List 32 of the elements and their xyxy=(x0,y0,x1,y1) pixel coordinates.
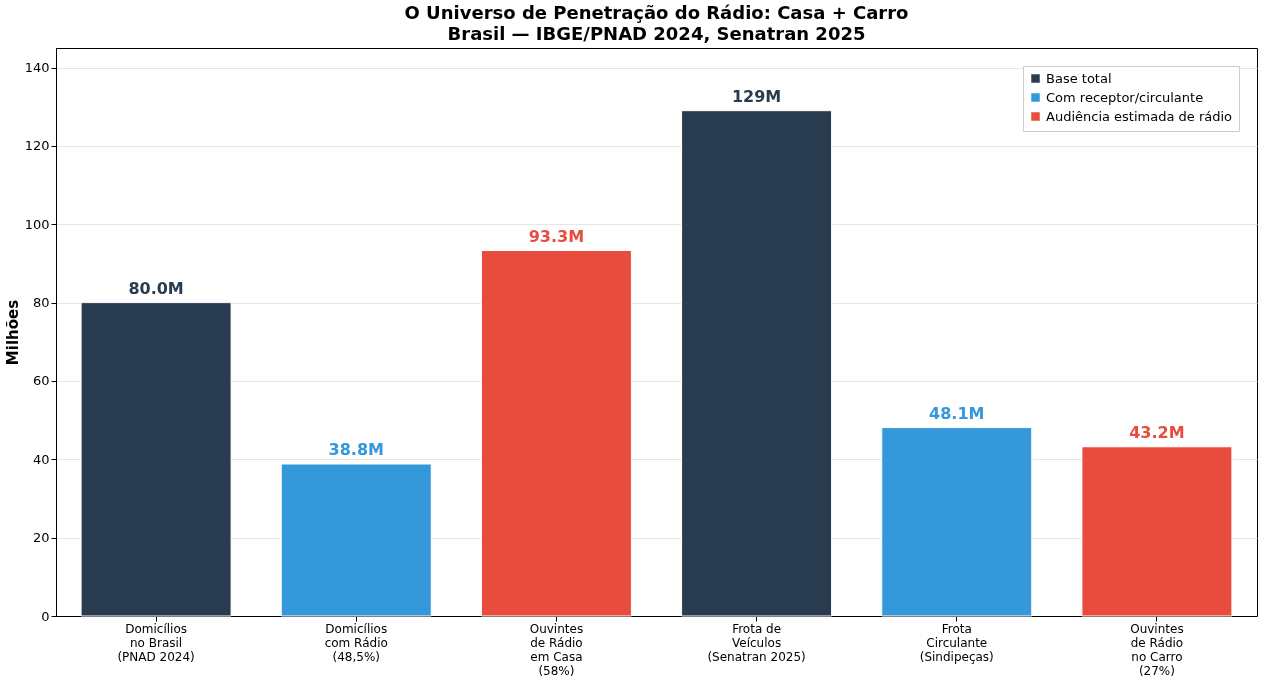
data-label: 129M xyxy=(731,86,782,106)
data-label: 80.0M xyxy=(128,278,184,298)
x-tick-label: Domicílios com Rádio (48,5%) xyxy=(324,621,388,664)
bar xyxy=(681,110,833,617)
x-tick-label: Ouvintes de Rádio no Carro (27%) xyxy=(1130,621,1184,678)
bar xyxy=(280,463,432,617)
legend-label: Audiência estimada de rádio xyxy=(1046,108,1233,124)
y-tick-label: 80 xyxy=(32,295,50,311)
y-axis-title: Milhões xyxy=(3,299,22,366)
y-tick-label: 60 xyxy=(32,373,50,389)
bar xyxy=(80,302,232,617)
y-tick-label: 40 xyxy=(32,451,50,467)
bar xyxy=(881,427,1033,617)
y-tick-label: 140 xyxy=(24,60,50,76)
y-tick-label: 120 xyxy=(24,138,50,154)
y-tick-label: 100 xyxy=(24,216,50,232)
chart-subtitle: Brasil — IBGE/PNAD 2024, Senatran 2025 xyxy=(447,23,866,44)
data-label: 43.2M xyxy=(1129,422,1185,442)
bar xyxy=(480,250,632,617)
x-tick-label: Frota Circulante (Sindipeças) xyxy=(919,621,994,664)
data-label: 48.1M xyxy=(929,403,985,423)
y-tick-label: 20 xyxy=(32,530,50,546)
x-tick-label: Ouvintes de Rádio em Casa (58%) xyxy=(529,621,584,678)
chart-title: O Universo de Penetração do Rádio: Casa + Carro xyxy=(404,2,909,23)
bar xyxy=(1081,446,1233,617)
legend-label: Com receptor/circulante xyxy=(1046,89,1204,105)
legend-label: Base total xyxy=(1046,70,1112,86)
data-label: 38.8M xyxy=(328,440,384,460)
data-label: 93.3M xyxy=(528,226,585,246)
y-tick-label: 0 xyxy=(41,608,50,624)
x-tick-label: Domicílios no Brasil (PNAD 2024) xyxy=(117,621,195,664)
x-tick-label: Frota de Veículos (Senatran 2025) xyxy=(707,621,806,664)
